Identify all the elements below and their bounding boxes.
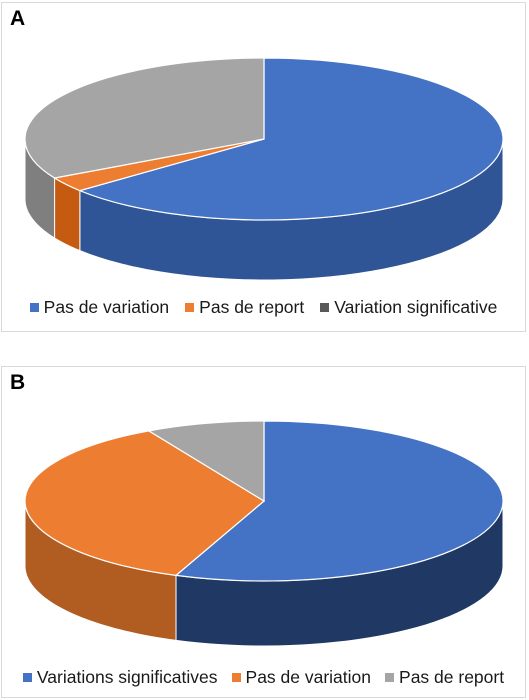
legend-swatch	[29, 303, 39, 312]
pie-slice	[147, 420, 265, 503]
legend-label: Pas de report	[199, 297, 305, 317]
legend-label: Pas de variation	[245, 667, 372, 687]
panel-label: A	[10, 7, 26, 30]
pie-slice	[24, 57, 265, 179]
legend-label: Pas de report	[399, 667, 505, 687]
legend-swatch	[22, 673, 32, 682]
legend-swatch	[185, 303, 195, 312]
legend-swatch	[385, 673, 395, 682]
legend-a: Pas de variation Pas de report Variation…	[2, 297, 525, 318]
legend-label: Variations significatives	[36, 667, 218, 687]
legend-swatch	[320, 303, 330, 312]
pie-slice	[174, 420, 504, 582]
pie-slice	[78, 57, 504, 221]
panel-label: B	[10, 371, 26, 394]
legend-b: Variations significatives Pas de variati…	[2, 667, 525, 688]
legend-swatch	[231, 673, 241, 682]
pie-chart-a	[24, 57, 504, 281]
chart-panel-a: A Pas de variation Pas de report Variati…	[1, 2, 526, 332]
legend-item: Pas de report	[385, 667, 504, 688]
legend-item: Pas de variation	[231, 667, 372, 688]
chart-panel-b: B Variations significatives Pas de varia…	[1, 366, 526, 698]
pie-slice	[24, 430, 266, 577]
pie-chart-b	[24, 420, 504, 647]
legend-item: Variation significative	[320, 297, 497, 318]
legend-label: Pas de variation	[43, 297, 170, 317]
legend-item: Variations significatives	[22, 667, 218, 688]
legend-item: Pas de report	[185, 297, 304, 318]
legend-item: Pas de variation	[29, 297, 170, 318]
legend-label: Variation significative	[334, 297, 498, 317]
